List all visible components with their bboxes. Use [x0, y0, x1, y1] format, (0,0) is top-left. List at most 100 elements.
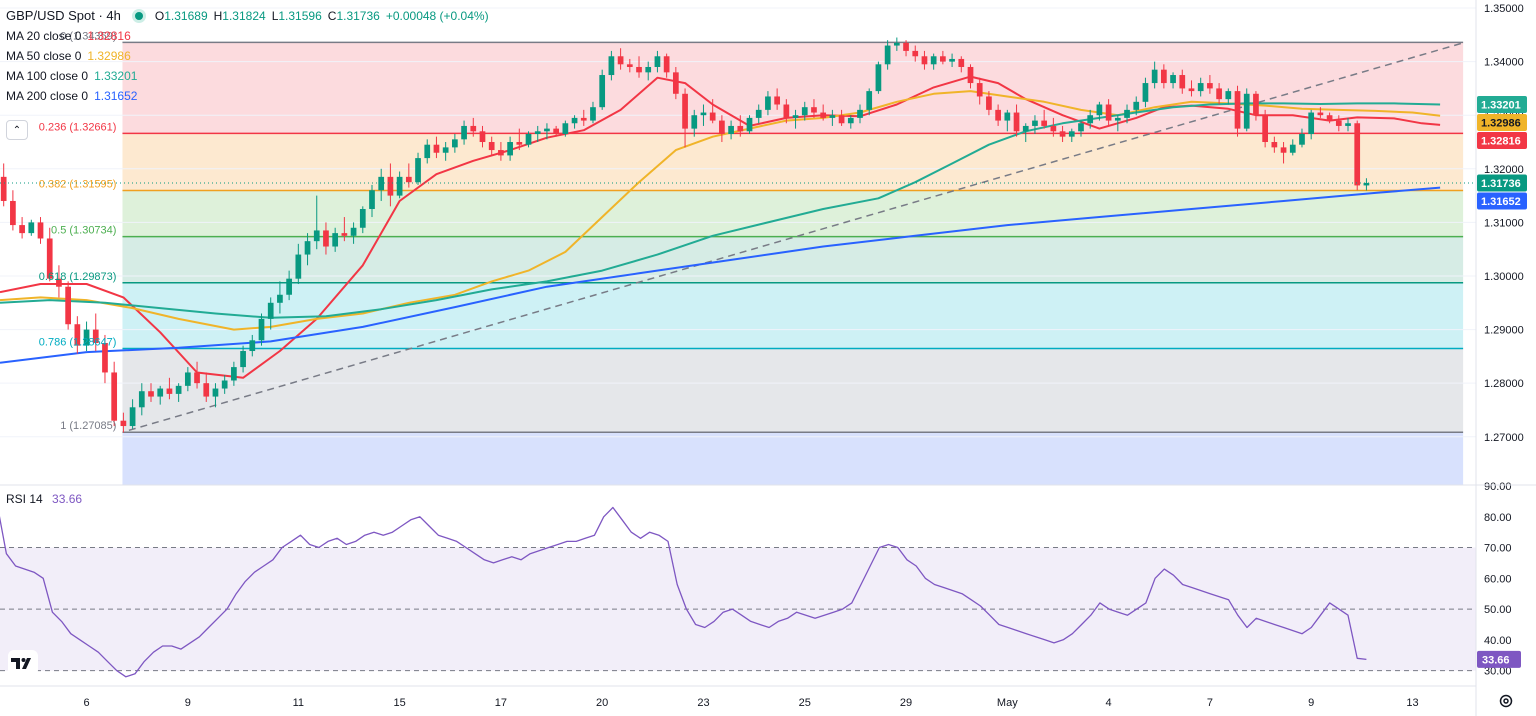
candle-body: [801, 107, 808, 116]
trendline: [128, 42, 1464, 432]
gear-icon[interactable]: [1497, 692, 1515, 710]
rsi-tick-label: 30.00: [1484, 666, 1512, 678]
candle: [488, 136, 495, 156]
candle: [801, 101, 808, 121]
candle: [479, 125, 486, 148]
candle: [1253, 91, 1259, 121]
candle-body: [1161, 69, 1167, 84]
candle: [1013, 104, 1020, 137]
fib-level-label: 0.618 (1.29873): [39, 271, 117, 283]
candle-body: [37, 222, 44, 239]
price-axis[interactable]: 1.350001.340001.330001.320001.310001.300…: [1484, 3, 1524, 444]
candle-body: [525, 133, 532, 145]
candle: [138, 383, 145, 416]
candle: [1022, 123, 1029, 143]
fib-level-label: 0.236 (1.32661): [39, 121, 117, 133]
ma-value: 1.33201: [94, 69, 138, 83]
candle: [1280, 142, 1287, 164]
candle-body: [1363, 182, 1370, 186]
ohlc-key: C: [327, 9, 337, 23]
candle: [1161, 64, 1167, 89]
candle-body: [378, 176, 385, 191]
symbol-title[interactable]: GBP/USD Spot · 4h: [6, 8, 121, 23]
rsi-value: 33.66: [52, 492, 83, 506]
candle: [765, 91, 771, 116]
collapse-legend-button[interactable]: ⌃: [6, 120, 28, 140]
candle: [1087, 109, 1094, 129]
candle-body: [212, 388, 219, 397]
tradingview-logo-icon[interactable]: [8, 650, 38, 676]
price-gridlines: [0, 7, 1476, 438]
time-tick-label: 15: [393, 697, 405, 709]
fib-zone: [122, 348, 1464, 433]
ma-value: 1.31652: [94, 89, 138, 103]
ma-legend-row[interactable]: MA 100 close 0 1.33201: [6, 66, 495, 86]
rsi-label: RSI 14: [6, 492, 43, 506]
time-tick-label: 9: [1308, 697, 1314, 709]
candle: [1216, 83, 1222, 105]
candle: [1078, 120, 1084, 137]
candle-body: [1335, 120, 1342, 126]
candle-body: [350, 227, 357, 236]
candle: [1004, 109, 1011, 132]
candle-body: [875, 64, 882, 92]
candle: [0, 163, 7, 207]
candle-body: [553, 128, 560, 134]
candle: [608, 50, 615, 81]
candle: [1289, 139, 1296, 156]
candle-body: [1317, 112, 1324, 116]
ohlc-item: C1.31736: [328, 9, 380, 23]
ohlc-value: 1.31689: [164, 9, 208, 23]
candle: [912, 45, 919, 62]
candle-body: [940, 56, 946, 62]
candle: [590, 101, 596, 124]
candle: [967, 64, 974, 89]
candle-body: [74, 324, 81, 346]
time-tick-label: 11: [293, 697, 304, 709]
candle-body: [461, 125, 467, 140]
ma-legend-row[interactable]: MA 20 close 0 1.32816: [6, 26, 495, 46]
candle-body: [10, 200, 16, 226]
candle: [1271, 136, 1278, 153]
candle: [1345, 117, 1351, 132]
price-tag-text: 1.32986: [1481, 117, 1521, 129]
candle: [1179, 69, 1186, 94]
candle: [369, 184, 375, 218]
candle-body: [203, 383, 210, 397]
candle: [1105, 99, 1112, 126]
price-tick-label: 1.34000: [1484, 57, 1524, 69]
candle: [129, 399, 136, 429]
candle-body: [92, 329, 99, 343]
candle-body: [1179, 75, 1186, 89]
candle-body: [1271, 142, 1278, 148]
candle-body: [903, 42, 909, 51]
ma-legend-row[interactable]: MA 50 close 0 1.32986: [6, 46, 495, 66]
fib-level-label: 0.786 (1.28647): [39, 337, 117, 349]
candle-body: [28, 222, 35, 234]
candle-body: [19, 225, 25, 234]
candle: [875, 61, 882, 94]
candle-body: [1124, 109, 1130, 118]
candle-body: [111, 372, 118, 421]
candle-body: [442, 147, 449, 153]
candle: [562, 120, 569, 137]
candle-body: [1326, 115, 1333, 121]
candle-body: [1345, 123, 1351, 126]
time-tick-label: 9: [185, 697, 191, 709]
fib-level-label: 0.382 (1.31595): [39, 179, 117, 191]
candle-body: [148, 391, 154, 397]
ma-legend-row[interactable]: MA 200 close 0 1.31652: [6, 86, 495, 106]
time-axis[interactable]: 6 9 11 15 17 20 23 25 29 May 4 7 9 13: [83, 697, 1418, 709]
candle: [157, 385, 164, 405]
candle: [1317, 107, 1324, 118]
price-tick-label: 1.30000: [1484, 271, 1524, 283]
candle-body: [912, 50, 919, 57]
ohlc-values: O1.31689 H1.31824 L1.31596 C1.31736 +0.00048…: [155, 6, 495, 26]
candle: [534, 125, 541, 143]
candle-body: [571, 117, 578, 124]
price-tag-text: 1.31736: [1481, 178, 1521, 190]
candle-body: [608, 56, 615, 76]
candle-body: [415, 158, 421, 183]
